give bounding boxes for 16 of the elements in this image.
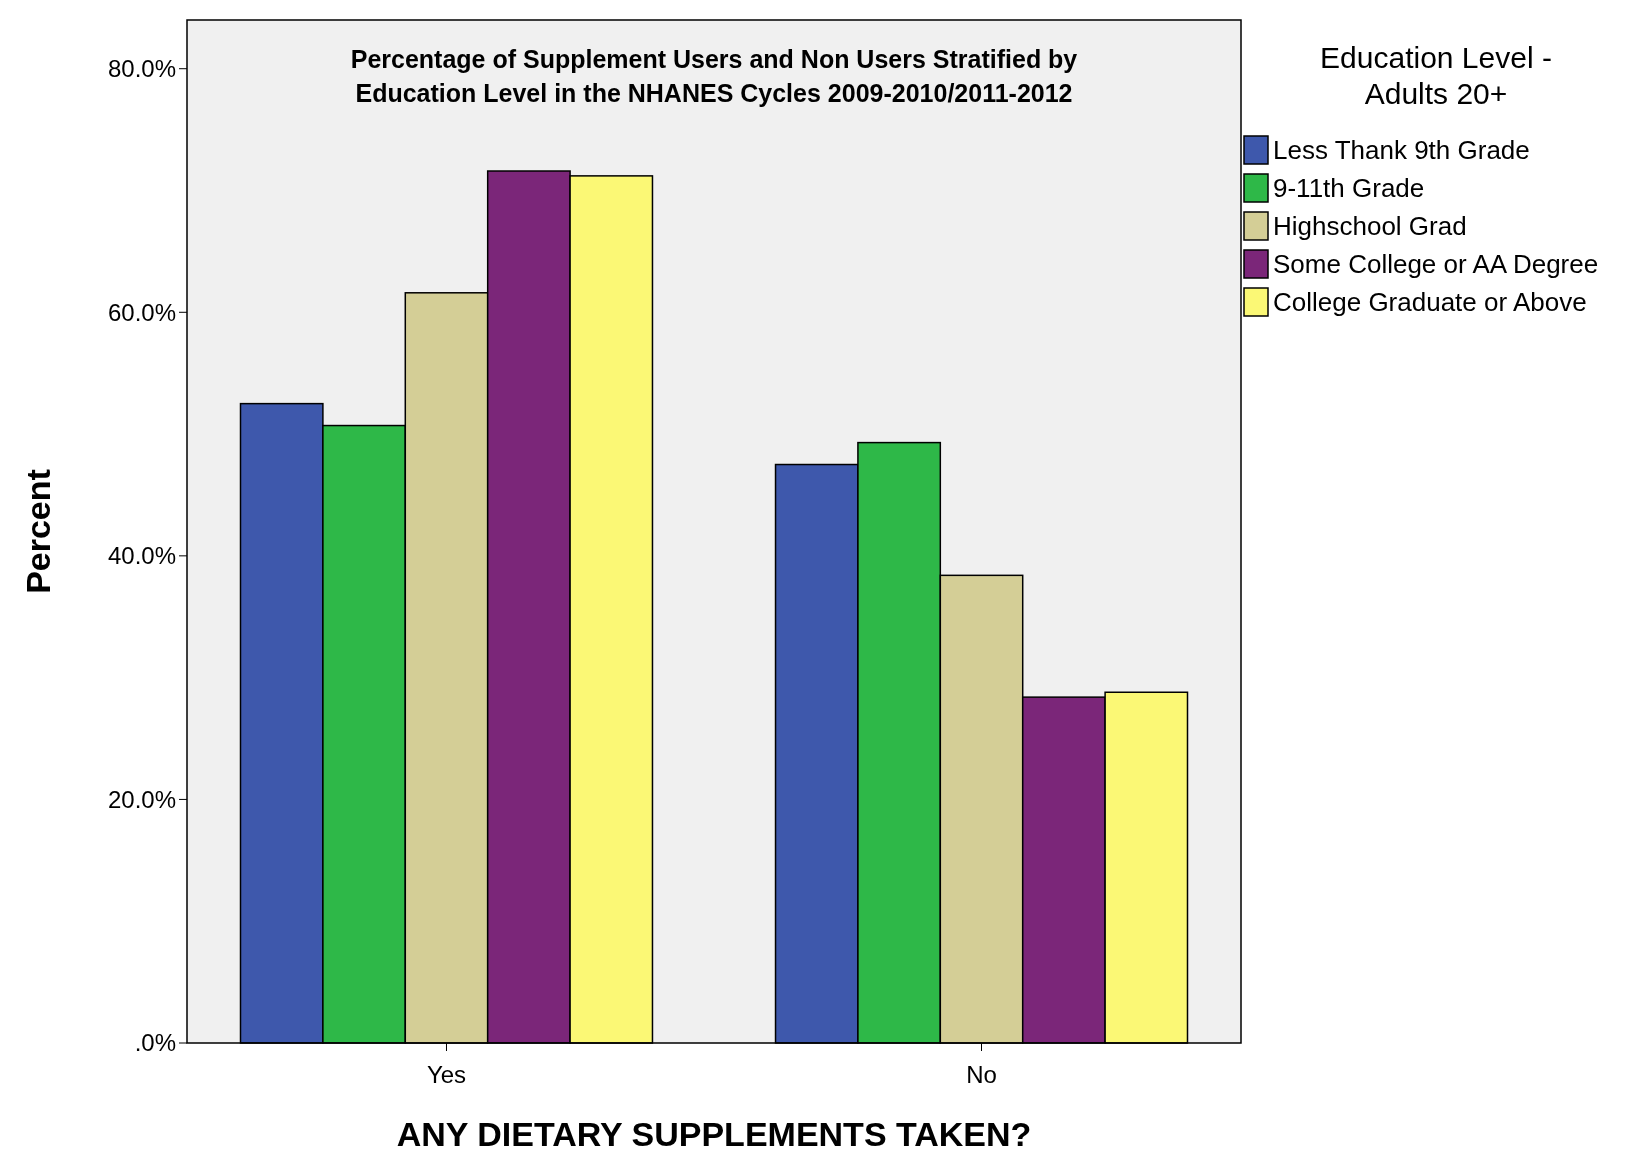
y-tick-label: 40.0% (107, 542, 176, 570)
text: Percentage of Supplement Users and Non Users Stratified by Education Level in the NHANES Cycles 2009-2010/2011-2012 (350, 45, 1078, 107)
x-tick-label: Yes (426, 1061, 467, 1088)
y-tick-label: 80.0% (107, 55, 176, 83)
legend-label: Less Thank 9th Grade (1273, 135, 1530, 166)
x-axis-title: ANY DIETARY SUPPLEMENTS TAKEN? (396, 1115, 1032, 1153)
x-tick-label: No (966, 1061, 997, 1088)
y-tick-label: .0% (134, 1029, 176, 1057)
legend-label: College Graduate or Above (1273, 287, 1587, 318)
y-tick-label: 20.0% (107, 785, 176, 813)
y-tick-label: 60.0% (107, 298, 176, 326)
legend-label: Some College or AA Degree (1273, 249, 1599, 280)
legend-label: Highschool Grad (1273, 211, 1467, 242)
y-axis-title: Percent (19, 469, 57, 594)
legend-label: 9-11th Grade (1273, 173, 1425, 204)
legend-title: Education Level - Adults 20+ (1320, 41, 1552, 110)
